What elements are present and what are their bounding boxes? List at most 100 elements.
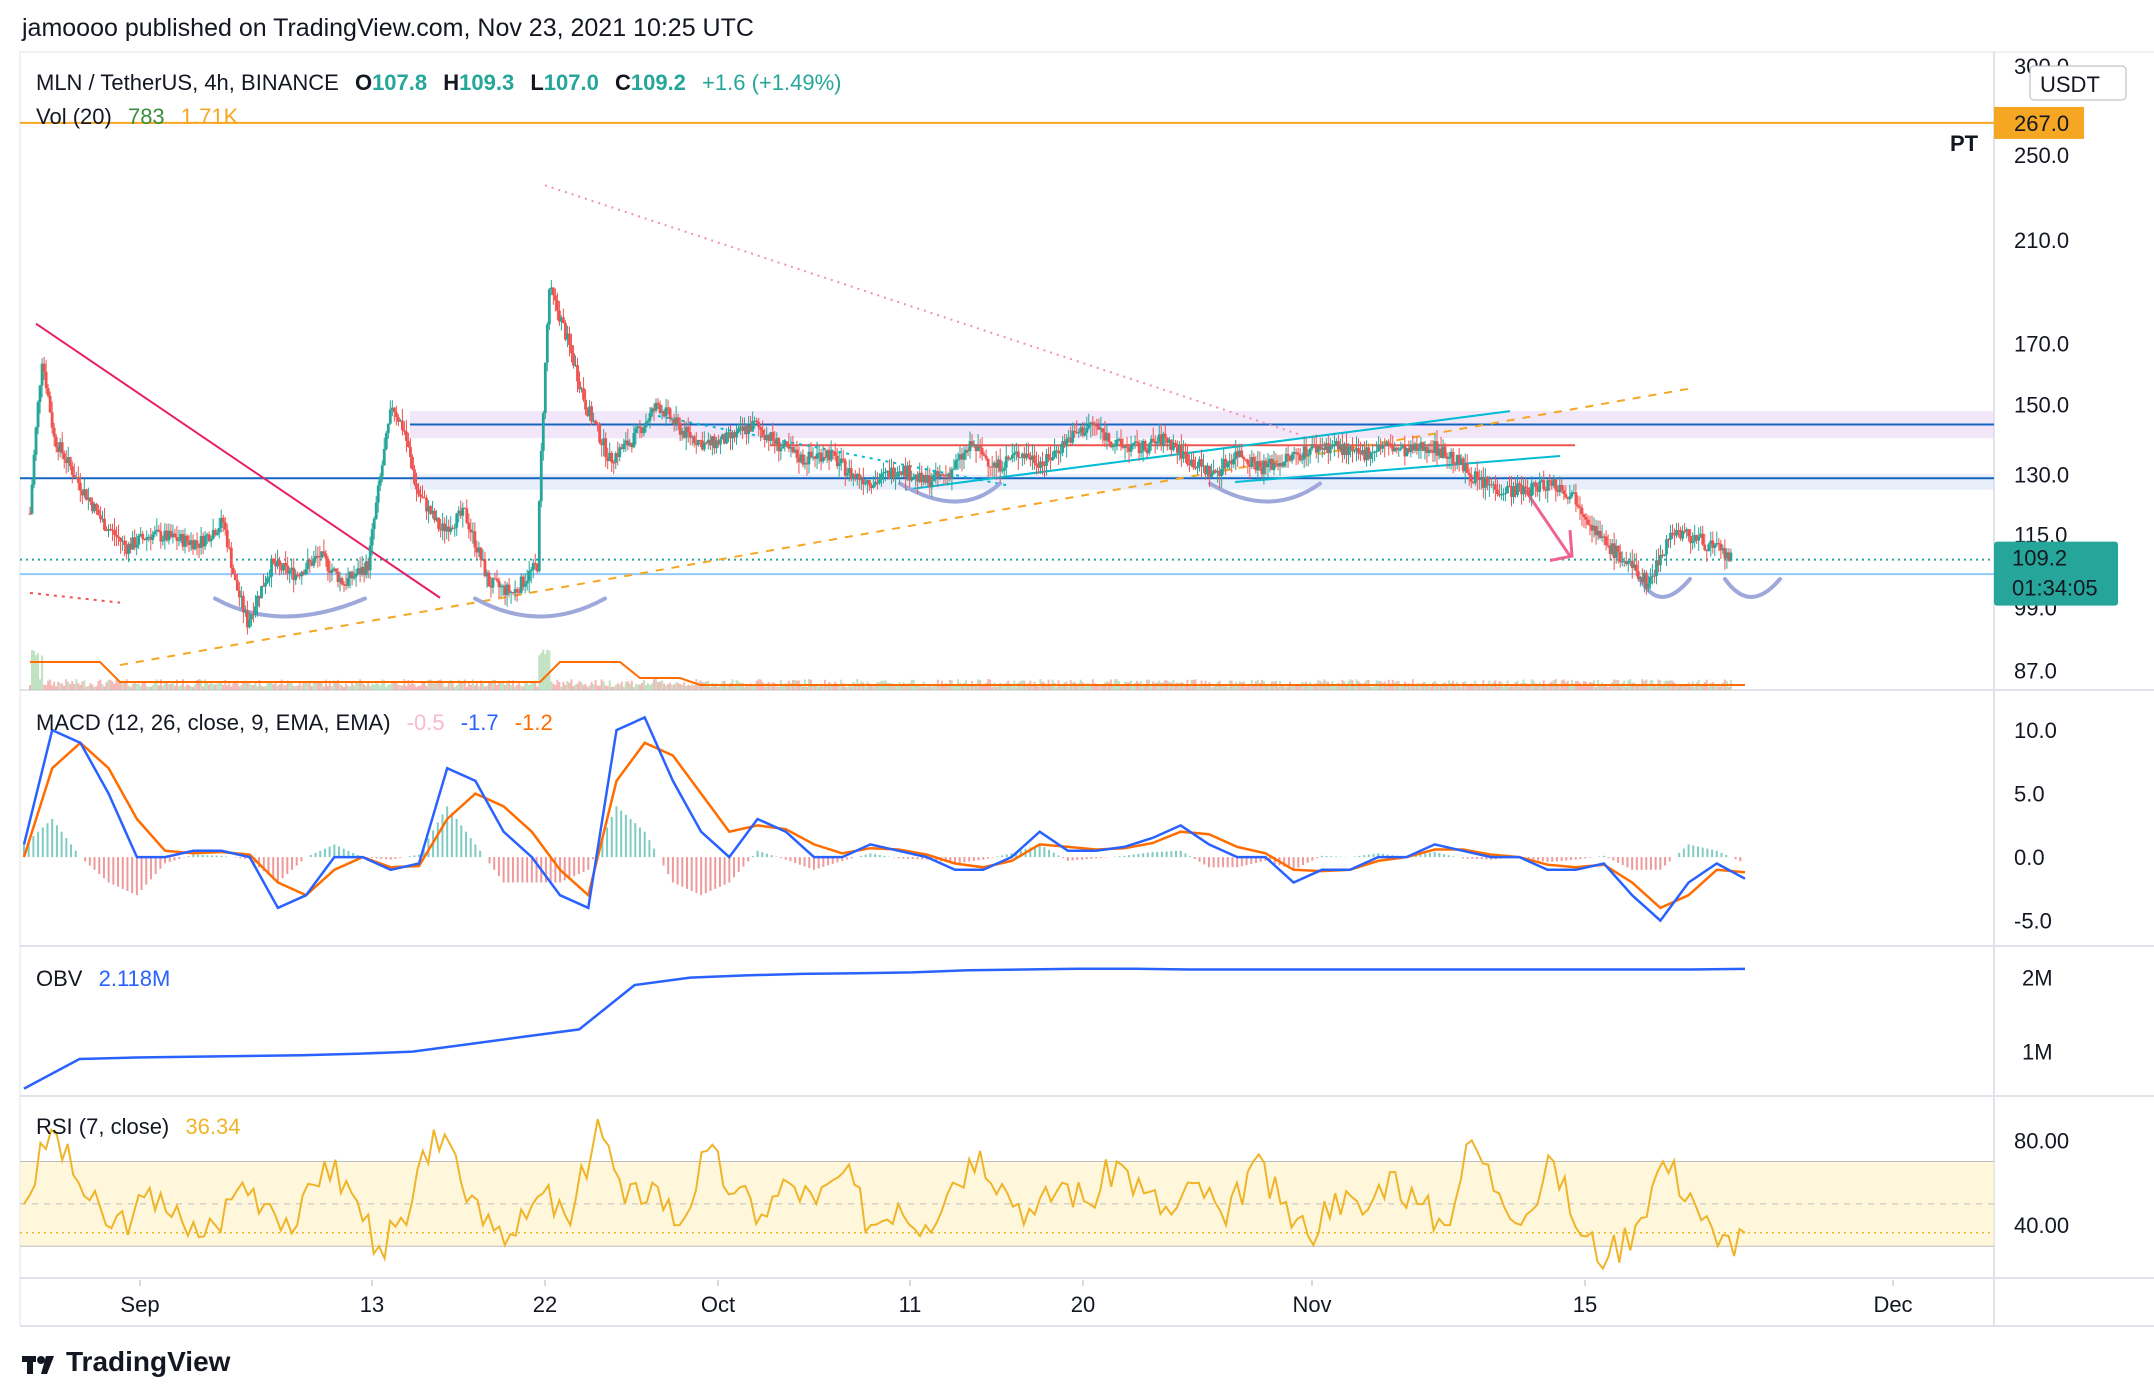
volume-bar: [151, 685, 154, 690]
volume-bar: [612, 686, 615, 690]
volume-bar: [445, 686, 448, 690]
candle-body: [580, 388, 583, 390]
candle-body: [811, 456, 815, 458]
macd-legend[interactable]: MACD (12, 26, close, 9, EMA, EMA) -0.5 -…: [36, 710, 563, 736]
volume-bar: [1442, 683, 1445, 690]
tradingview-brand[interactable]: TradingView: [22, 1346, 230, 1378]
candle-body: [1242, 456, 1246, 460]
candle-body: [727, 432, 730, 434]
volume-bar: [1295, 684, 1298, 690]
macd-hist-bar: [704, 857, 707, 894]
candle-body: [1186, 453, 1189, 465]
candle-body: [602, 438, 606, 446]
macd-hist-bar: [295, 857, 298, 866]
candle-body: [1377, 444, 1381, 452]
last-price-label: 109.2: [2012, 546, 2067, 571]
candle-body: [853, 474, 857, 478]
candle-body: [1644, 572, 1648, 589]
currency-badge[interactable]: [2029, 65, 2127, 101]
candle-body: [759, 427, 763, 430]
candle-body: [851, 474, 855, 479]
volume-bar: [1633, 682, 1636, 690]
candle-body: [813, 456, 817, 459]
candle-body: [1196, 466, 1199, 469]
macd-hist-bar: [1189, 856, 1192, 858]
volume-bar: [1095, 683, 1098, 690]
macd-signal-line: [22, 741, 1746, 910]
candle-body: [292, 567, 296, 581]
volume-bar: [403, 679, 406, 690]
volume-bar: [83, 680, 86, 690]
macd-hist-bar: [107, 857, 110, 883]
volume-bar: [1407, 683, 1410, 690]
macd-hist-bar: [1259, 857, 1262, 862]
candle-body: [863, 482, 867, 485]
candle-body: [960, 454, 964, 460]
candle-body: [1312, 444, 1316, 446]
volume-bar: [773, 683, 776, 690]
volume-bar: [572, 686, 575, 690]
macd-hist-bar: [1527, 857, 1530, 859]
macd-hist-bar: [1128, 855, 1131, 858]
candle-body: [310, 561, 314, 566]
candle-body: [354, 574, 358, 577]
volume-bar: [1248, 685, 1251, 690]
candle-body: [1413, 443, 1417, 451]
macd-hist-bar: [215, 855, 218, 858]
macd-hist-bar: [761, 852, 764, 858]
volume-bar: [244, 680, 247, 690]
rsi-legend[interactable]: RSI (7, close) 36.34: [36, 1114, 250, 1140]
volume-bar: [502, 680, 505, 690]
candle-body: [801, 454, 805, 465]
volume-bar: [326, 685, 329, 690]
candle-body: [1177, 444, 1181, 453]
volume-bar: [1611, 682, 1614, 690]
volume-bars-group: [29, 649, 1732, 690]
volume-bar: [930, 686, 933, 690]
macd-hist-bar: [1381, 853, 1384, 858]
volume-bar: [683, 682, 686, 690]
obv-legend[interactable]: OBV 2.118M: [36, 966, 180, 992]
volume-bar: [218, 682, 221, 690]
candle-body: [1244, 459, 1248, 461]
volume-bar: [308, 682, 311, 690]
volume-bar: [415, 686, 418, 690]
macd-hist-bar: [747, 857, 750, 862]
candle-body: [298, 574, 302, 577]
candle-body: [1292, 452, 1296, 455]
candle-body: [167, 530, 171, 541]
candle-body: [795, 449, 799, 458]
candle-body: [1709, 540, 1713, 545]
candle-body: [1590, 524, 1594, 531]
volume-bar: [220, 681, 223, 690]
macd-hist-bar: [638, 827, 641, 858]
candle-body: [1302, 446, 1306, 460]
symbol-label[interactable]: MLN / TetherUS, 4h, BINANCE: [36, 70, 339, 95]
macd-hist-bar: [780, 857, 783, 859]
volume-bar: [602, 681, 605, 690]
candle-body: [439, 528, 443, 531]
volume-bar: [958, 682, 961, 690]
volume-bar: [230, 686, 233, 690]
volume-legend[interactable]: Vol (20) 783 1.71K: [36, 104, 248, 130]
candle-body: [867, 480, 871, 486]
candle-body: [386, 423, 390, 434]
candle-body: [306, 560, 310, 570]
volume-bar: [1607, 686, 1610, 690]
candle-body: [1212, 470, 1215, 474]
volume-bar: [1699, 684, 1702, 690]
macd-hist-bar: [836, 857, 839, 863]
volume-bar: [952, 685, 955, 690]
candle-body: [183, 535, 187, 547]
macd-hist-bar: [1570, 857, 1573, 861]
volume-bar: [669, 682, 672, 690]
candle-body: [1083, 432, 1087, 436]
macd-hist-bar: [131, 857, 134, 894]
candle-body: [980, 448, 984, 455]
volume-bar: [1619, 686, 1622, 690]
volume-bar: [399, 685, 402, 690]
candle-body: [1075, 432, 1079, 434]
volume-bar: [139, 685, 142, 690]
candle-body: [505, 584, 509, 596]
